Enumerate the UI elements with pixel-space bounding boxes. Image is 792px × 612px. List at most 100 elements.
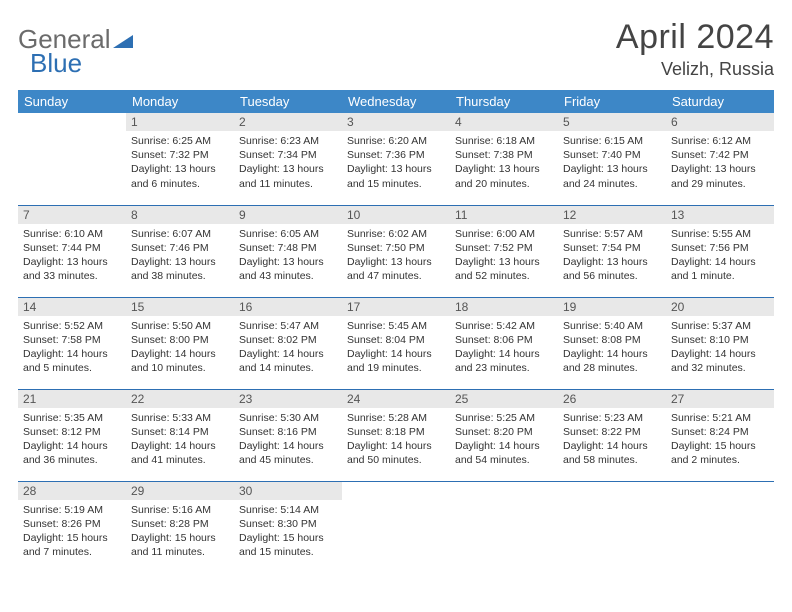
day-info: Sunrise: 5:55 AMSunset: 7:56 PMDaylight:… — [666, 224, 774, 289]
calendar-row: 7Sunrise: 6:10 AMSunset: 7:44 PMDaylight… — [18, 205, 774, 297]
calendar-cell: 18Sunrise: 5:42 AMSunset: 8:06 PMDayligh… — [450, 297, 558, 389]
calendar-cell: 14Sunrise: 5:52 AMSunset: 7:58 PMDayligh… — [18, 297, 126, 389]
day-info: Sunrise: 6:07 AMSunset: 7:46 PMDaylight:… — [126, 224, 234, 289]
calendar-cell — [18, 113, 126, 205]
day-number: 7 — [18, 206, 126, 224]
day-number: 11 — [450, 206, 558, 224]
calendar-cell: 6Sunrise: 6:12 AMSunset: 7:42 PMDaylight… — [666, 113, 774, 205]
calendar-cell: 4Sunrise: 6:18 AMSunset: 7:38 PMDaylight… — [450, 113, 558, 205]
day-info: Sunrise: 5:19 AMSunset: 8:26 PMDaylight:… — [18, 500, 126, 565]
calendar-cell: 30Sunrise: 5:14 AMSunset: 8:30 PMDayligh… — [234, 481, 342, 573]
calendar-cell: 19Sunrise: 5:40 AMSunset: 8:08 PMDayligh… — [558, 297, 666, 389]
calendar-cell: 20Sunrise: 5:37 AMSunset: 8:10 PMDayligh… — [666, 297, 774, 389]
calendar-cell: 9Sunrise: 6:05 AMSunset: 7:48 PMDaylight… — [234, 205, 342, 297]
day-number: 29 — [126, 482, 234, 500]
day-info: Sunrise: 5:30 AMSunset: 8:16 PMDaylight:… — [234, 408, 342, 473]
calendar-header-row: Sunday Monday Tuesday Wednesday Thursday… — [18, 90, 774, 113]
day-number: 23 — [234, 390, 342, 408]
day-info: Sunrise: 5:42 AMSunset: 8:06 PMDaylight:… — [450, 316, 558, 381]
day-info: Sunrise: 6:18 AMSunset: 7:38 PMDaylight:… — [450, 131, 558, 196]
day-number: 6 — [666, 113, 774, 131]
day-number: 22 — [126, 390, 234, 408]
day-info: Sunrise: 6:00 AMSunset: 7:52 PMDaylight:… — [450, 224, 558, 289]
calendar-cell: 5Sunrise: 6:15 AMSunset: 7:40 PMDaylight… — [558, 113, 666, 205]
day-number: 27 — [666, 390, 774, 408]
day-number: 24 — [342, 390, 450, 408]
day-number: 15 — [126, 298, 234, 316]
calendar-row: 14Sunrise: 5:52 AMSunset: 7:58 PMDayligh… — [18, 297, 774, 389]
calendar-table: Sunday Monday Tuesday Wednesday Thursday… — [18, 90, 774, 573]
calendar-cell: 24Sunrise: 5:28 AMSunset: 8:18 PMDayligh… — [342, 389, 450, 481]
calendar-cell: 13Sunrise: 5:55 AMSunset: 7:56 PMDayligh… — [666, 205, 774, 297]
calendar-cell: 12Sunrise: 5:57 AMSunset: 7:54 PMDayligh… — [558, 205, 666, 297]
day-info: Sunrise: 6:02 AMSunset: 7:50 PMDaylight:… — [342, 224, 450, 289]
title-block: April 2024 Velizh, Russia — [616, 18, 774, 80]
calendar-cell: 27Sunrise: 5:21 AMSunset: 8:24 PMDayligh… — [666, 389, 774, 481]
calendar-cell — [558, 481, 666, 573]
calendar-cell: 22Sunrise: 5:33 AMSunset: 8:14 PMDayligh… — [126, 389, 234, 481]
day-number: 26 — [558, 390, 666, 408]
day-number: 3 — [342, 113, 450, 131]
calendar-cell: 21Sunrise: 5:35 AMSunset: 8:12 PMDayligh… — [18, 389, 126, 481]
day-info: Sunrise: 5:33 AMSunset: 8:14 PMDaylight:… — [126, 408, 234, 473]
day-number: 18 — [450, 298, 558, 316]
day-info: Sunrise: 5:25 AMSunset: 8:20 PMDaylight:… — [450, 408, 558, 473]
day-info: Sunrise: 5:23 AMSunset: 8:22 PMDaylight:… — [558, 408, 666, 473]
calendar-cell: 28Sunrise: 5:19 AMSunset: 8:26 PMDayligh… — [18, 481, 126, 573]
day-number: 17 — [342, 298, 450, 316]
calendar-cell: 7Sunrise: 6:10 AMSunset: 7:44 PMDaylight… — [18, 205, 126, 297]
brand-triangle-icon — [113, 24, 133, 55]
weekday-header: Sunday — [18, 90, 126, 113]
day-number: 20 — [666, 298, 774, 316]
day-number: 9 — [234, 206, 342, 224]
day-info: Sunrise: 5:14 AMSunset: 8:30 PMDaylight:… — [234, 500, 342, 565]
day-number: 25 — [450, 390, 558, 408]
day-number: 4 — [450, 113, 558, 131]
day-info: Sunrise: 6:05 AMSunset: 7:48 PMDaylight:… — [234, 224, 342, 289]
day-info: Sunrise: 6:10 AMSunset: 7:44 PMDaylight:… — [18, 224, 126, 289]
weekday-header: Friday — [558, 90, 666, 113]
calendar-cell: 11Sunrise: 6:00 AMSunset: 7:52 PMDayligh… — [450, 205, 558, 297]
day-info: Sunrise: 6:12 AMSunset: 7:42 PMDaylight:… — [666, 131, 774, 196]
calendar-cell — [666, 481, 774, 573]
calendar-row: 1Sunrise: 6:25 AMSunset: 7:32 PMDaylight… — [18, 113, 774, 205]
brand-part2: Blue — [30, 48, 82, 79]
day-info: Sunrise: 5:28 AMSunset: 8:18 PMDaylight:… — [342, 408, 450, 473]
day-number: 14 — [18, 298, 126, 316]
calendar-cell: 17Sunrise: 5:45 AMSunset: 8:04 PMDayligh… — [342, 297, 450, 389]
day-info: Sunrise: 5:21 AMSunset: 8:24 PMDaylight:… — [666, 408, 774, 473]
day-info: Sunrise: 6:15 AMSunset: 7:40 PMDaylight:… — [558, 131, 666, 196]
calendar-body: 1Sunrise: 6:25 AMSunset: 7:32 PMDaylight… — [18, 113, 774, 573]
weekday-header: Thursday — [450, 90, 558, 113]
day-number: 2 — [234, 113, 342, 131]
day-number: 13 — [666, 206, 774, 224]
day-info: Sunrise: 5:57 AMSunset: 7:54 PMDaylight:… — [558, 224, 666, 289]
calendar-cell: 2Sunrise: 6:23 AMSunset: 7:34 PMDaylight… — [234, 113, 342, 205]
weekday-header: Saturday — [666, 90, 774, 113]
calendar-cell — [342, 481, 450, 573]
day-number: 8 — [126, 206, 234, 224]
page-header: General April 2024 Velizh, Russia — [18, 18, 774, 80]
day-number: 21 — [18, 390, 126, 408]
calendar-cell: 15Sunrise: 5:50 AMSunset: 8:00 PMDayligh… — [126, 297, 234, 389]
day-info: Sunrise: 5:35 AMSunset: 8:12 PMDaylight:… — [18, 408, 126, 473]
calendar-cell — [450, 481, 558, 573]
location-text: Velizh, Russia — [616, 59, 774, 80]
weekday-header: Wednesday — [342, 90, 450, 113]
month-title: April 2024 — [616, 18, 774, 57]
day-number: 16 — [234, 298, 342, 316]
calendar-cell: 3Sunrise: 6:20 AMSunset: 7:36 PMDaylight… — [342, 113, 450, 205]
calendar-row: 21Sunrise: 5:35 AMSunset: 8:12 PMDayligh… — [18, 389, 774, 481]
calendar-cell: 10Sunrise: 6:02 AMSunset: 7:50 PMDayligh… — [342, 205, 450, 297]
calendar-cell: 16Sunrise: 5:47 AMSunset: 8:02 PMDayligh… — [234, 297, 342, 389]
day-info: Sunrise: 6:25 AMSunset: 7:32 PMDaylight:… — [126, 131, 234, 196]
day-info: Sunrise: 6:23 AMSunset: 7:34 PMDaylight:… — [234, 131, 342, 196]
calendar-cell: 25Sunrise: 5:25 AMSunset: 8:20 PMDayligh… — [450, 389, 558, 481]
calendar-cell: 8Sunrise: 6:07 AMSunset: 7:46 PMDaylight… — [126, 205, 234, 297]
day-info: Sunrise: 6:20 AMSunset: 7:36 PMDaylight:… — [342, 131, 450, 196]
day-number: 28 — [18, 482, 126, 500]
day-number: 1 — [126, 113, 234, 131]
calendar-row: 28Sunrise: 5:19 AMSunset: 8:26 PMDayligh… — [18, 481, 774, 573]
day-number: 10 — [342, 206, 450, 224]
day-number: 12 — [558, 206, 666, 224]
